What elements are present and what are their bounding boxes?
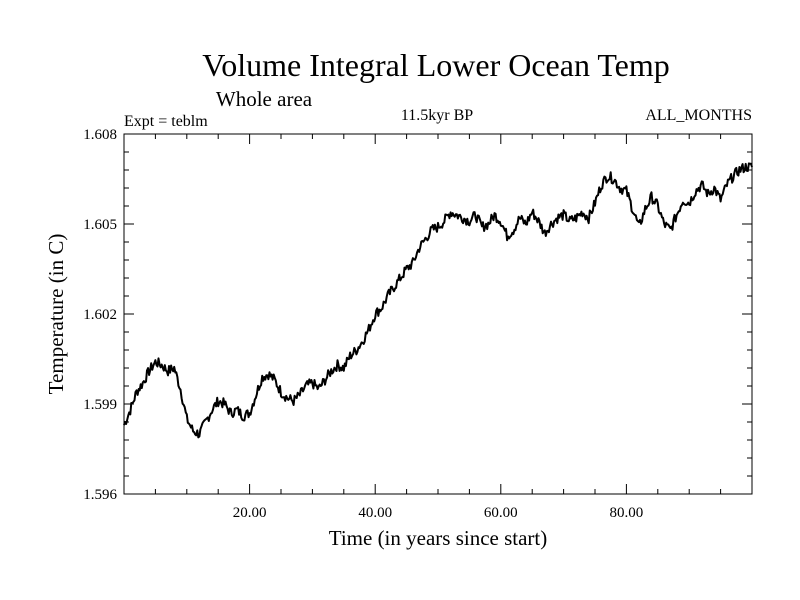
- y-tick-label: 1.602: [83, 307, 117, 323]
- temperature-series-line: [123, 162, 753, 439]
- x-tick-label: 80.00: [610, 505, 644, 521]
- chart-title: Volume Integral Lower Ocean Temp: [202, 47, 670, 83]
- x-tick-labels: 20.00 40.00 60.00 80.00: [233, 505, 644, 521]
- plot-frame: [123, 133, 753, 495]
- y-tick-label: 1.605: [83, 217, 117, 233]
- x-axis-label: Time (in years since start): [329, 526, 548, 550]
- x-tick-label: 20.00: [233, 505, 267, 521]
- experiment-label: Expt = teblm: [124, 113, 208, 130]
- chart-subtitle: Whole area: [216, 87, 313, 111]
- period-label: 11.5kyr BP: [401, 107, 473, 124]
- y-tick-labels: 1.596 1.599 1.602 1.605 1.608: [83, 127, 117, 503]
- y-tick-label: 1.596: [83, 487, 117, 503]
- tick-marks: [124, 134, 752, 494]
- months-label: ALL_MONTHS: [645, 107, 752, 124]
- y-axis-label: Temperature (in C): [44, 234, 68, 395]
- x-tick-label: 40.00: [358, 505, 392, 521]
- y-tick-label: 1.599: [83, 397, 117, 413]
- y-tick-label: 1.608: [83, 127, 117, 143]
- x-tick-label: 60.00: [484, 505, 518, 521]
